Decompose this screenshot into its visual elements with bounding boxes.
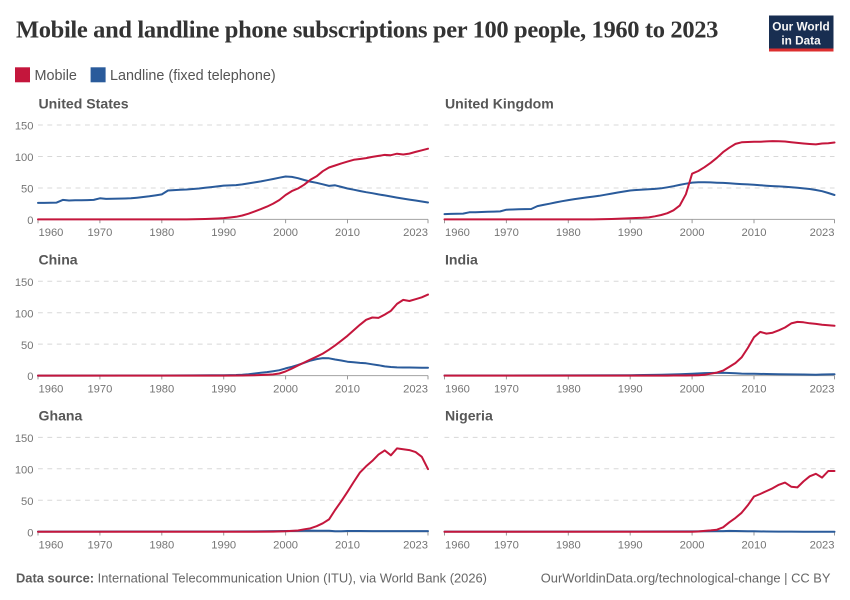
svg-text:1960: 1960 (39, 383, 64, 395)
svg-text:50: 50 (21, 340, 33, 352)
svg-text:United Kingdom: United Kingdom (445, 95, 554, 111)
svg-text:1990: 1990 (211, 227, 236, 239)
svg-text:50: 50 (21, 184, 33, 196)
svg-text:50: 50 (21, 496, 33, 508)
svg-text:150: 150 (15, 121, 34, 133)
svg-text:2010: 2010 (335, 227, 360, 239)
svg-text:1990: 1990 (618, 227, 643, 239)
svg-text:Mobile and landline phone subs: Mobile and landline phone subscriptions … (16, 17, 718, 44)
svg-text:1960: 1960 (445, 227, 470, 239)
svg-text:1980: 1980 (556, 383, 581, 395)
svg-text:1970: 1970 (87, 540, 112, 552)
svg-text:United States: United States (39, 95, 129, 111)
svg-text:Mobile: Mobile (35, 68, 77, 84)
svg-text:1970: 1970 (87, 227, 112, 239)
svg-text:100: 100 (15, 308, 34, 320)
svg-text:1960: 1960 (445, 383, 470, 395)
svg-text:1970: 1970 (87, 383, 112, 395)
svg-text:2010: 2010 (335, 383, 360, 395)
svg-text:150: 150 (15, 277, 34, 289)
svg-text:1960: 1960 (39, 540, 64, 552)
svg-text:1990: 1990 (211, 540, 236, 552)
svg-text:0: 0 (27, 527, 33, 539)
svg-text:2023: 2023 (810, 540, 835, 552)
svg-text:Our World: Our World (772, 20, 829, 34)
svg-text:Nigeria: Nigeria (445, 408, 493, 424)
svg-text:1960: 1960 (445, 540, 470, 552)
svg-text:OurWorldinData.org/technologic: OurWorldinData.org/technological-change … (541, 571, 831, 586)
svg-text:2000: 2000 (273, 227, 298, 239)
svg-text:Landline (fixed telephone): Landline (fixed telephone) (110, 68, 276, 84)
svg-text:2000: 2000 (273, 383, 298, 395)
svg-text:1970: 1970 (494, 540, 519, 552)
svg-text:Ghana: Ghana (39, 408, 83, 424)
svg-text:2023: 2023 (810, 383, 835, 395)
svg-text:1990: 1990 (618, 540, 643, 552)
svg-text:100: 100 (15, 152, 34, 164)
svg-text:1980: 1980 (556, 227, 581, 239)
svg-text:2023: 2023 (403, 540, 428, 552)
svg-text:Data source: International Tel: Data source: International Telecommunica… (16, 571, 487, 586)
svg-text:1980: 1980 (149, 227, 174, 239)
svg-text:2010: 2010 (742, 540, 767, 552)
svg-text:2023: 2023 (403, 383, 428, 395)
svg-text:1990: 1990 (211, 383, 236, 395)
svg-text:2010: 2010 (742, 227, 767, 239)
svg-text:1980: 1980 (149, 383, 174, 395)
svg-text:150: 150 (15, 433, 34, 445)
svg-text:2010: 2010 (742, 383, 767, 395)
svg-text:1970: 1970 (494, 227, 519, 239)
svg-text:2023: 2023 (810, 227, 835, 239)
svg-text:2010: 2010 (335, 540, 360, 552)
svg-text:India: India (445, 252, 478, 268)
svg-text:0: 0 (27, 215, 33, 227)
svg-text:1970: 1970 (494, 383, 519, 395)
svg-text:2000: 2000 (680, 540, 705, 552)
svg-text:100: 100 (15, 464, 34, 476)
svg-text:in Data: in Data (781, 33, 821, 47)
svg-text:2000: 2000 (680, 383, 705, 395)
svg-text:2023: 2023 (403, 227, 428, 239)
svg-text:2000: 2000 (273, 540, 298, 552)
svg-text:1960: 1960 (39, 227, 64, 239)
svg-text:1980: 1980 (149, 540, 174, 552)
svg-text:China: China (39, 252, 78, 268)
svg-text:0: 0 (27, 371, 33, 383)
svg-text:1980: 1980 (556, 540, 581, 552)
svg-text:2000: 2000 (680, 227, 705, 239)
svg-text:1990: 1990 (618, 383, 643, 395)
